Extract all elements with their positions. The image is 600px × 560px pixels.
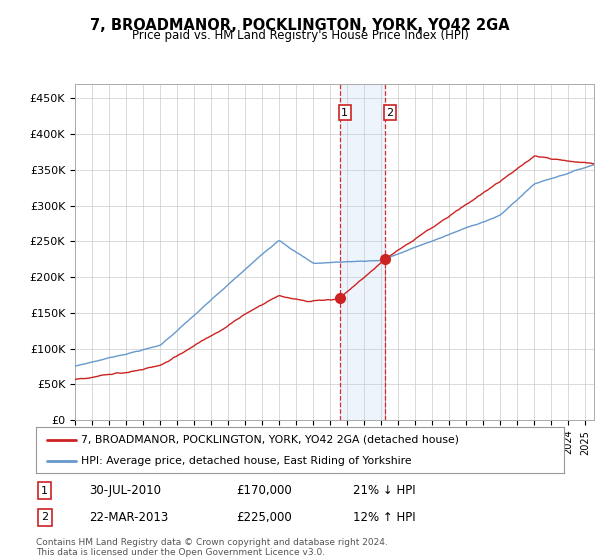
Text: HPI: Average price, detached house, East Riding of Yorkshire: HPI: Average price, detached house, East… [81, 456, 412, 466]
Text: £225,000: £225,000 [236, 511, 292, 524]
Text: 1: 1 [341, 108, 349, 118]
Text: 1: 1 [41, 486, 48, 496]
Text: 2: 2 [386, 108, 394, 118]
Bar [340, 84, 385, 420]
Text: 12% ↑ HPI: 12% ↑ HPI [353, 511, 415, 524]
Text: 7, BROADMANOR, POCKLINGTON, YORK, YO42 2GA: 7, BROADMANOR, POCKLINGTON, YORK, YO42 2… [90, 18, 510, 33]
Text: Price paid vs. HM Land Registry's House Price Index (HPI): Price paid vs. HM Land Registry's House … [131, 29, 469, 42]
Text: 30-JUL-2010: 30-JUL-2010 [89, 484, 161, 497]
Text: 2: 2 [41, 512, 49, 522]
Text: 22-MAR-2013: 22-MAR-2013 [89, 511, 168, 524]
Text: £170,000: £170,000 [236, 484, 292, 497]
Text: 21% ↓ HPI: 21% ↓ HPI [353, 484, 415, 497]
Text: 7, BROADMANOR, POCKLINGTON, YORK, YO42 2GA (detached house): 7, BROADMANOR, POCKLINGTON, YORK, YO42 2… [81, 435, 459, 445]
Text: Contains HM Land Registry data © Crown copyright and database right 2024.
This d: Contains HM Land Registry data © Crown c… [36, 538, 388, 557]
